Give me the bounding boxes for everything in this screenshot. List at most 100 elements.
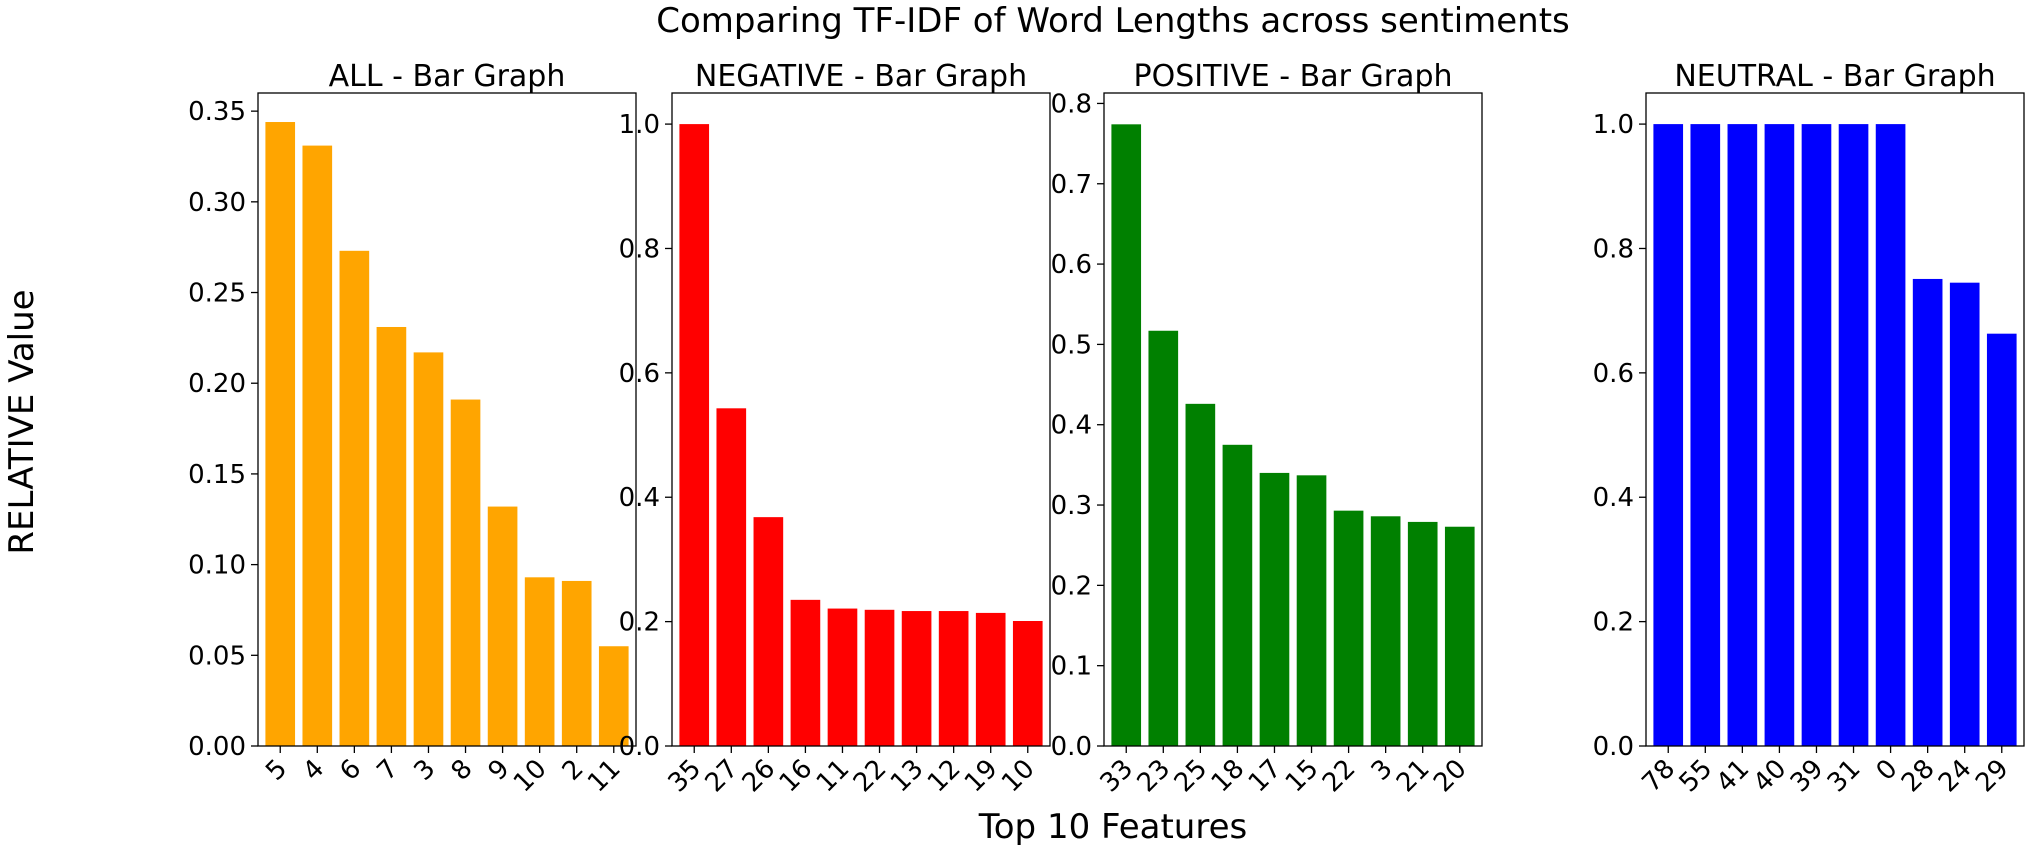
bar-28: [1912, 278, 1943, 746]
y-tick-label: 0.25: [188, 279, 246, 309]
y-tick-label: 0.2: [1593, 608, 1634, 638]
bar-3: [1370, 516, 1401, 746]
y-tick-label: 0.35: [188, 97, 246, 127]
x-tick-label: 6: [334, 754, 367, 787]
y-tick-label: 0.2: [619, 608, 660, 638]
bar-24: [1949, 282, 1980, 746]
x-tick-label: 20: [1428, 754, 1473, 799]
bar-12: [938, 611, 969, 746]
bar-15: [1296, 475, 1327, 746]
figure-title: Comparing TF-IDF of Word Lengths across …: [656, 1, 1570, 41]
y-tick-label: 0.6: [1593, 359, 1634, 389]
bar-29: [1986, 333, 2017, 746]
y-tick-label: 0.8: [1593, 234, 1634, 264]
bar-11: [827, 608, 858, 746]
bar-33: [1111, 124, 1142, 746]
chart-panel-1: ALL - Bar Graph 0.00 0.05 0.10 0.15 0.20 0.25 0…: [188, 59, 637, 799]
bar-40: [1764, 124, 1795, 747]
bar-78: [1653, 124, 1684, 747]
x-tick-label: 10: [508, 754, 553, 799]
y-tick-label: 1.0: [1593, 110, 1634, 140]
y-tick-label: 0.4: [1593, 483, 1634, 513]
bar-22: [864, 609, 895, 746]
y-tick-label: 0.8: [1051, 89, 1092, 119]
x-tick-label: 31: [1822, 754, 1867, 799]
bar-21: [1407, 521, 1438, 746]
x-tick-label: 3: [409, 754, 442, 787]
bar-22: [1333, 510, 1364, 746]
bar-9: [487, 506, 518, 746]
bar-27: [716, 408, 747, 746]
y-tick-label: 0.0: [619, 732, 660, 762]
bar-6: [339, 250, 370, 746]
bar-11: [598, 646, 629, 746]
bar-41: [1727, 124, 1758, 747]
y-tick-label: 0.4: [619, 483, 660, 513]
bar-10: [1012, 621, 1043, 746]
bar-4: [302, 145, 333, 747]
y-tick-label: 0.30: [188, 188, 246, 218]
y-tick-label: 0.8: [619, 234, 660, 264]
plot-frame: [1103, 92, 1483, 747]
bar-26: [753, 517, 784, 746]
plot-frame: [1645, 92, 2025, 747]
y-tick-label: 0.2: [1051, 571, 1092, 601]
x-tick-label: 10: [996, 754, 1041, 799]
chart-panel-4: NEUTRAL - Bar Graph0.00.20.40.60.81.0785…: [1593, 59, 2025, 799]
bar-7: [376, 326, 407, 746]
bar-3: [413, 352, 444, 746]
bar-10: [524, 577, 555, 746]
x-tick-label: 0: [1871, 754, 1904, 787]
bar-2: [561, 580, 592, 746]
x-tick-label: 8: [446, 754, 479, 787]
y-tick-label: 0.20: [188, 369, 246, 399]
figure-y-label: RELATIVE Value: [2, 289, 42, 554]
chart-panel-2: NEGATIVE - Bar Graph0.00.20.40.60.81.035…: [619, 59, 1051, 799]
y-tick-label: 0.4: [1051, 411, 1092, 441]
panel-title: POSITIVE - Bar Graph: [1134, 59, 1453, 94]
y-tick-label: 0.0: [1593, 732, 1634, 762]
y-tick-label: 0.5: [1051, 330, 1092, 360]
y-tick-label: 0.05: [188, 641, 246, 671]
x-tick-label: 2: [557, 754, 590, 787]
bar-16: [790, 599, 821, 746]
bar-25: [1185, 403, 1216, 746]
y-tick-label: 0.10: [188, 551, 246, 581]
bar-20: [1444, 526, 1475, 746]
bar-8: [450, 399, 481, 746]
y-tick-label: 1.0: [619, 110, 660, 140]
x-tick-label: 22: [1317, 754, 1362, 799]
bar-23: [1148, 330, 1179, 746]
y-tick-label: 0.15: [188, 460, 246, 490]
bar-13: [901, 611, 932, 746]
plot-frame: [671, 92, 1051, 747]
y-tick-label: 0.0: [1051, 732, 1092, 762]
bar-31: [1838, 124, 1869, 747]
bar-39: [1801, 124, 1832, 747]
y-tick-label: 0.1: [1051, 652, 1092, 682]
chart-panel-3: POSITIVE - Bar Graph 0.0 0.1 0.2 0.3 0.4 0.5 0.…: [1051, 59, 1483, 799]
x-tick-label: 29: [1970, 754, 2015, 799]
bar-18: [1222, 444, 1253, 746]
x-tick-label: 5: [260, 754, 293, 787]
bar-0: [1875, 124, 1906, 747]
y-tick-label: 0.00: [188, 732, 246, 762]
x-tick-label: 4: [297, 754, 330, 787]
x-tick-label: 7: [371, 754, 404, 787]
y-tick-label: 0.3: [1051, 491, 1092, 521]
y-tick-label: 0.6: [619, 359, 660, 389]
bar-35: [679, 124, 710, 747]
y-tick-label: 0.7: [1051, 170, 1092, 200]
bar-17: [1259, 472, 1290, 746]
panel-title: NEGATIVE - Bar Graph: [695, 59, 1027, 94]
bar-55: [1690, 124, 1721, 747]
bar-19: [975, 612, 1006, 746]
panels: ALL - Bar Graph0.000.050.100.150.200.250…: [188, 59, 2025, 799]
panel-title: NEUTRAL - Bar Graph: [1674, 59, 1995, 94]
panel-title: ALL - Bar Graph: [329, 59, 566, 94]
bar-5: [265, 122, 296, 746]
y-tick-label: 0.6: [1051, 250, 1092, 280]
x-tick-label: 3: [1366, 754, 1399, 787]
plot-frame: [257, 92, 637, 747]
